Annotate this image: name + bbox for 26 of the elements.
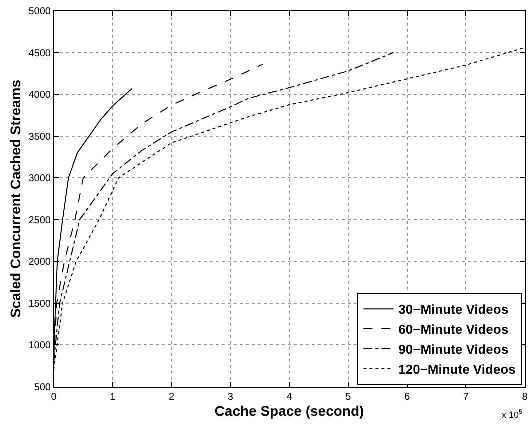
y-tick-label: 5000 — [28, 6, 52, 18]
text: x 10$^{5}$ — [502, 409, 524, 420]
y-tick-label: 500 — [34, 382, 52, 394]
x-tick-label: 2 — [168, 392, 175, 403]
x-axis-title: Cache Space (second) — [214, 403, 364, 419]
y-tick-label: 2500 — [28, 215, 52, 226]
y-tick-label: 2000 — [28, 257, 52, 268]
legend-label: 120−Minute Videos — [398, 362, 516, 377]
y-axis-title: Scaled Concurrent Cached Streams — [7, 80, 24, 318]
x-tick-label: 0 — [51, 392, 58, 403]
y-tick-label: 3500 — [28, 132, 52, 143]
y-tick-label: 1000 — [28, 340, 52, 352]
y-tick-label: 1500 — [28, 298, 52, 310]
x-tick-label: 7 — [463, 392, 470, 403]
y-tick-label: 4500 — [28, 48, 52, 60]
x-tick-label: 4 — [286, 392, 293, 403]
x-tick-label: 1 — [110, 392, 116, 403]
x-tick-label: 8 — [522, 392, 528, 403]
legend-label: 30−Minute Videos — [398, 302, 509, 318]
x-tick-label: 6 — [404, 392, 410, 403]
x-tick-label: 3 — [228, 392, 234, 403]
y-tick-label: 4000 — [28, 90, 52, 102]
y-tick-label: 3000 — [28, 174, 52, 185]
legend-label: 90−Minute Videos — [398, 342, 509, 357]
legend-label: 60−Minute Videos — [398, 322, 509, 338]
x-tick-label: 5 — [346, 392, 352, 403]
